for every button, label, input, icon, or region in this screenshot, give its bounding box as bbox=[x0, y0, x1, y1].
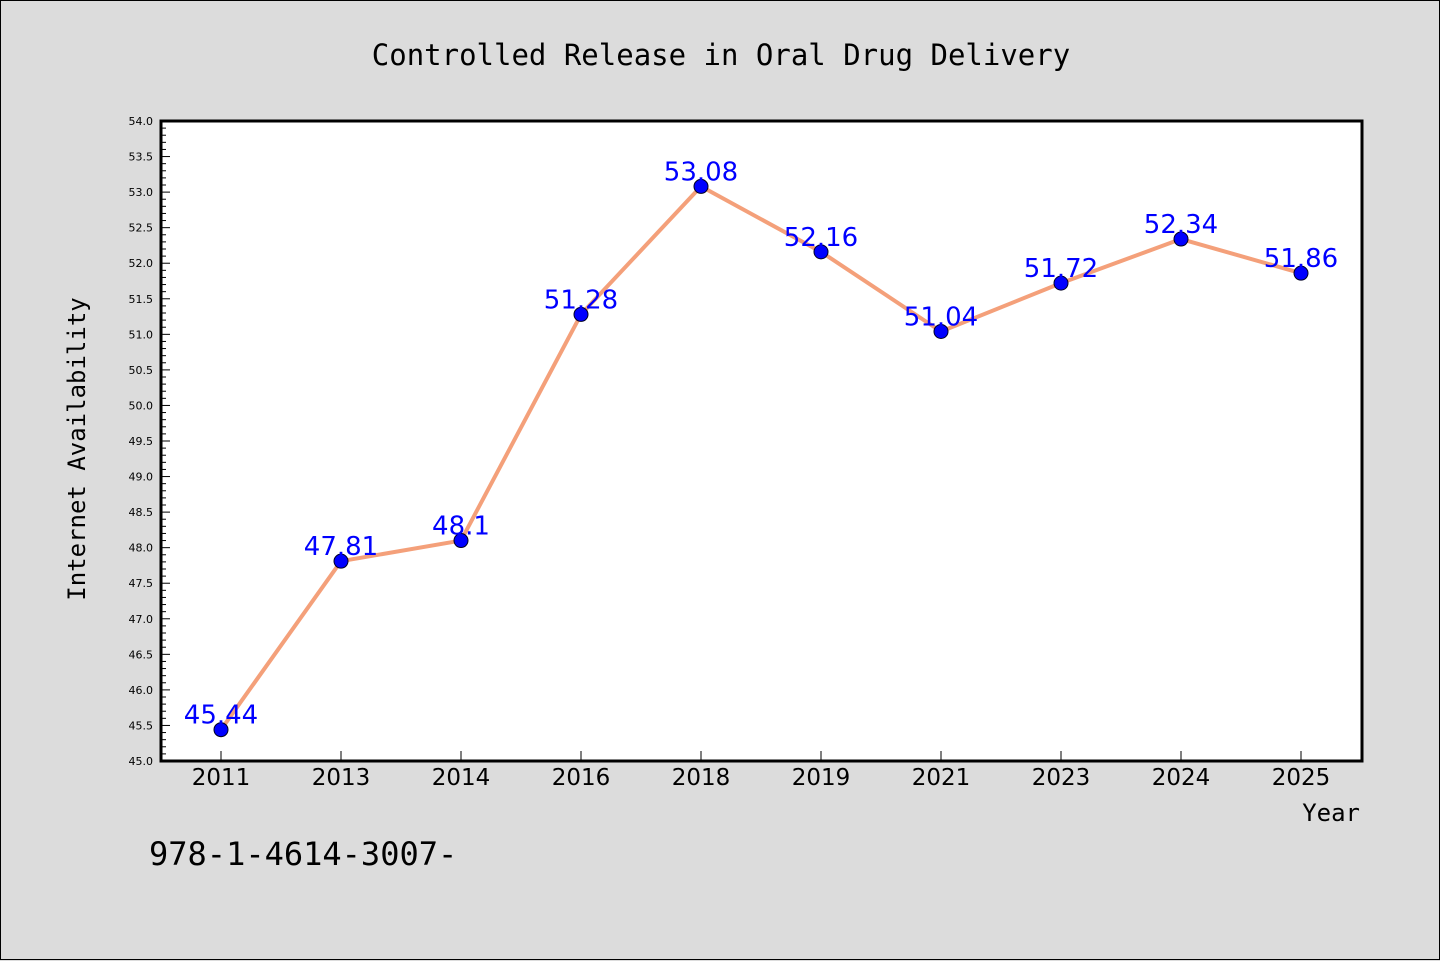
y-tick-label: 51.5 bbox=[129, 293, 154, 306]
data-point bbox=[693, 178, 709, 194]
x-axis: 2011 2013 2014 2016 2018 2019 2021 2023 2024 2025 bbox=[192, 751, 1331, 791]
y-tick-label: 45.0 bbox=[129, 755, 154, 768]
x-tick-label: 2011 bbox=[192, 765, 251, 791]
y-tick-label: 52.0 bbox=[129, 257, 154, 270]
data-point bbox=[333, 553, 349, 569]
data-point bbox=[1053, 275, 1069, 291]
data-point bbox=[1173, 231, 1189, 247]
data-label: 48.1 bbox=[432, 512, 490, 542]
y-tick-label: 48.0 bbox=[129, 542, 154, 555]
x-tick-label: 2025 bbox=[1272, 765, 1331, 791]
y-tick-label: 49.5 bbox=[129, 435, 154, 448]
x-tick-label: 2013 bbox=[312, 765, 371, 791]
y-tick-label: 53.0 bbox=[129, 186, 154, 199]
series-line-group bbox=[219, 184, 1303, 732]
y-tick-label: 48.5 bbox=[129, 506, 154, 519]
data-label: 52.34 bbox=[1144, 210, 1218, 240]
series-line bbox=[219, 184, 1303, 732]
data-point bbox=[813, 244, 829, 260]
x-tick-label: 2018 bbox=[672, 765, 731, 791]
data-label: 52.16 bbox=[784, 223, 858, 253]
data-labels: 45.44 47.81 48.1 51.28 53.08 52.16 51.04 51.72 5… bbox=[184, 157, 1338, 730]
y-tick-label: 47.5 bbox=[129, 577, 154, 590]
x-tick-label: 2019 bbox=[792, 765, 851, 791]
data-point bbox=[933, 323, 949, 339]
data-label: 45.44 bbox=[184, 701, 258, 731]
x-axis-label: Year bbox=[1302, 799, 1360, 827]
chart-title: Controlled Release in Oral Drug Delivery bbox=[372, 38, 1070, 72]
data-points bbox=[213, 178, 1309, 738]
data-point bbox=[213, 722, 229, 738]
plot-area bbox=[159, 119, 1364, 763]
y-tick-label: 50.0 bbox=[129, 399, 154, 412]
data-label: 51.86 bbox=[1264, 244, 1338, 274]
footer-code: 978-1-4614-3007- bbox=[149, 835, 457, 873]
data-point bbox=[1293, 265, 1309, 281]
y-tick-label: 46.5 bbox=[129, 648, 154, 661]
data-point bbox=[453, 533, 469, 549]
y-tick-label: 49.0 bbox=[129, 471, 154, 484]
y-axis: 45.0 45.5 46.0 46.5 47.0 47.5 48.0 48.5 49.0 49.5… bbox=[129, 115, 170, 768]
x-tick-label: 2014 bbox=[432, 765, 491, 791]
x-tick-label: 2016 bbox=[552, 765, 611, 791]
data-point bbox=[573, 306, 589, 322]
y-tick-label: 46.0 bbox=[129, 684, 154, 697]
data-label: 51.04 bbox=[904, 302, 978, 332]
y-tick-label: 50.5 bbox=[129, 364, 154, 377]
y-tick-label: 45.5 bbox=[129, 719, 154, 732]
data-label: 51.28 bbox=[544, 285, 618, 315]
y-tick-label: 54.0 bbox=[129, 115, 154, 128]
x-tick-label: 2023 bbox=[1032, 765, 1091, 791]
data-label: 51.72 bbox=[1024, 254, 1098, 284]
y-tick-label: 47.0 bbox=[129, 613, 154, 626]
x-tick-label: 2021 bbox=[912, 765, 971, 791]
y-tick-label: 53.5 bbox=[129, 151, 154, 164]
data-label: 53.08 bbox=[664, 157, 738, 187]
y-axis-label: Internet Availability bbox=[63, 297, 91, 600]
x-tick-label: 2024 bbox=[1152, 765, 1211, 791]
y-tick-label: 52.5 bbox=[129, 222, 154, 235]
data-label: 47.81 bbox=[304, 532, 378, 562]
y-tick-label: 51.0 bbox=[129, 328, 154, 341]
